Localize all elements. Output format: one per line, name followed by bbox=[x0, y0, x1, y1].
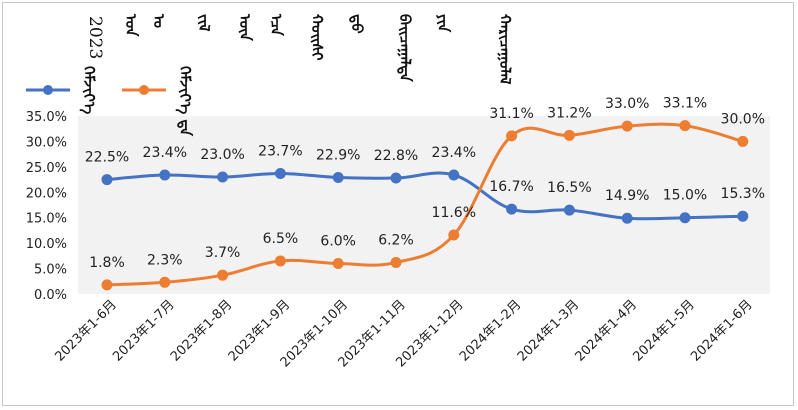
title-script-word: ᠬᠠᠷᠢᠴᠠᠭᠤᠯᠠᠯ bbox=[496, 14, 514, 85]
data-label: 3.7% bbox=[205, 245, 241, 261]
data-point bbox=[621, 212, 633, 224]
y-tick-label: 35.0% bbox=[26, 110, 67, 125]
data-label: 30.0% bbox=[721, 111, 765, 127]
data-label: 23.4% bbox=[432, 145, 476, 161]
data-point bbox=[679, 212, 691, 224]
data-label: 16.5% bbox=[547, 180, 591, 196]
data-label: 23.4% bbox=[143, 145, 187, 161]
data-point bbox=[390, 256, 402, 268]
y-tick-label: 0.0% bbox=[34, 288, 67, 303]
data-label: 22.9% bbox=[316, 148, 360, 164]
data-label: 33.0% bbox=[605, 96, 649, 112]
title-script-word: ᠦᠨ bbox=[236, 13, 254, 41]
data-point bbox=[274, 167, 286, 179]
data-point bbox=[217, 171, 229, 183]
chart-title: 2023 bbox=[85, 16, 105, 59]
data-label: 6.5% bbox=[263, 231, 299, 247]
data-point bbox=[217, 269, 229, 281]
title-script-word: ᠣᠨ bbox=[122, 13, 140, 37]
data-point bbox=[506, 203, 518, 215]
legend-marker bbox=[43, 85, 53, 95]
x-tick-label: 2024年1-6月 bbox=[688, 297, 755, 364]
data-label: 16.7% bbox=[489, 179, 533, 195]
data-label: 15.0% bbox=[663, 188, 707, 204]
y-tick-label: 20.0% bbox=[26, 186, 67, 201]
data-point bbox=[563, 129, 575, 141]
title-script-word: ᠵᠢᠯ bbox=[195, 14, 213, 32]
data-point bbox=[274, 255, 286, 267]
data-point bbox=[737, 210, 749, 222]
data-label: 6.2% bbox=[378, 232, 414, 248]
data-point bbox=[563, 204, 575, 216]
data-point bbox=[737, 135, 749, 147]
data-label: 11.6% bbox=[432, 205, 476, 221]
legend-label: ᠬᠡᠮᠵᠢᠶ᠎ᠡ ᠳᠠ bbox=[176, 66, 194, 137]
data-label: 2.3% bbox=[147, 252, 183, 268]
title-script-word: ᠶᠢᠨ bbox=[434, 14, 452, 33]
title-script-word: ᠤ bbox=[150, 13, 168, 28]
data-point bbox=[621, 120, 633, 132]
y-tick-label: 15.0% bbox=[26, 212, 67, 227]
data-label: 31.1% bbox=[489, 106, 533, 122]
data-point bbox=[332, 257, 344, 269]
title-script-word: ᠬᠣᠢᠰᠢ bbox=[308, 14, 326, 61]
data-label: 15.3% bbox=[721, 186, 765, 202]
data-label: 22.5% bbox=[85, 150, 129, 166]
legend-label: ᠬᠡᠮᠵᠢᠶ᠎ᠡ bbox=[80, 66, 98, 114]
title-script-word: ᠳ᠋ᠤ bbox=[348, 14, 366, 34]
data-point bbox=[101, 174, 113, 186]
y-tick-label: 10.0% bbox=[26, 237, 67, 252]
data-point bbox=[159, 169, 171, 181]
plot-area bbox=[78, 116, 770, 294]
data-label: 6.0% bbox=[320, 233, 356, 249]
data-point bbox=[159, 276, 171, 288]
y-tick-label: 30.0% bbox=[26, 135, 67, 150]
y-tick-label: 5.0% bbox=[34, 263, 67, 278]
data-label: 23.7% bbox=[258, 143, 302, 159]
data-label: 1.8% bbox=[89, 255, 125, 271]
data-point bbox=[448, 229, 460, 241]
data-point bbox=[448, 169, 460, 181]
data-label: 31.2% bbox=[547, 105, 591, 121]
data-point bbox=[679, 120, 691, 132]
title-script-word: ᠡᠴᠡ bbox=[267, 13, 285, 36]
legend-marker bbox=[139, 85, 149, 95]
data-label: 33.1% bbox=[663, 96, 707, 112]
data-label: 14.9% bbox=[605, 188, 649, 204]
data-label: 23.0% bbox=[200, 147, 244, 163]
y-tick-label: 25.0% bbox=[26, 161, 67, 176]
data-point bbox=[332, 172, 344, 184]
title-script-word: ᠪᠠᠢᠴᠠᠭᠠᠯᠲᠠ bbox=[396, 14, 414, 82]
data-point bbox=[506, 130, 518, 142]
data-point bbox=[101, 279, 113, 291]
data-point bbox=[390, 172, 402, 184]
data-label: 22.8% bbox=[374, 148, 418, 164]
